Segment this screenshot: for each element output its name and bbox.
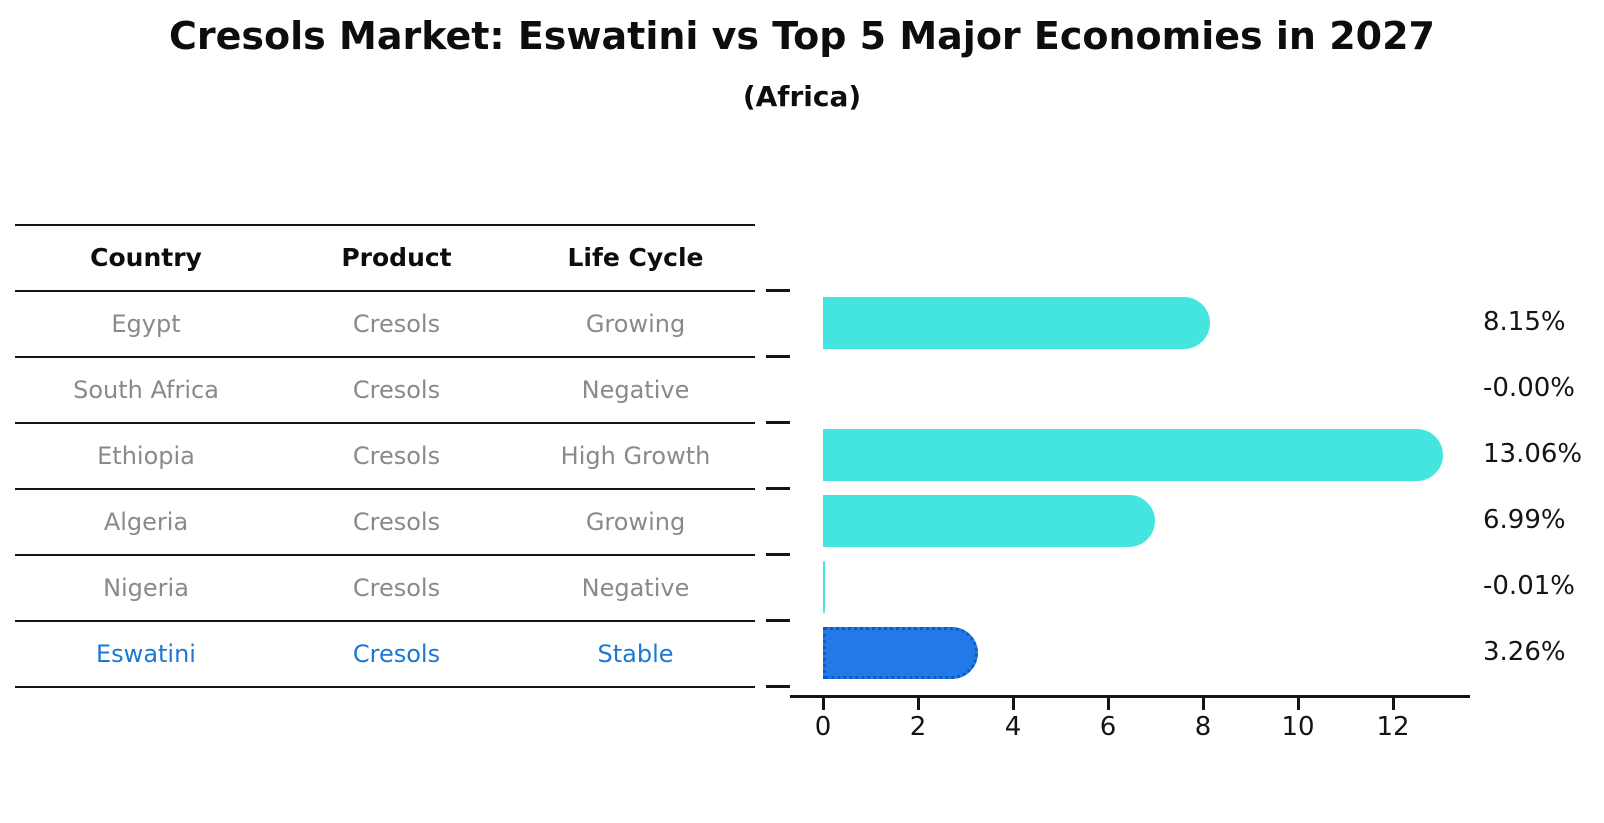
y-tick-3: [766, 487, 790, 490]
value-label-south-africa: -0.00%: [1483, 373, 1575, 403]
cell-product: Cresols: [352, 375, 441, 404]
cell-product: Cresols: [352, 309, 441, 338]
table-body: Egypt Cresols Growing South Africa Cresols Ne…: [15, 292, 755, 688]
y-tick-5: [766, 619, 790, 622]
y-tick-0: [766, 289, 790, 292]
cell-life-cycle: Negative: [581, 573, 690, 602]
cell-country: Eswatini: [96, 639, 196, 668]
bar-algeria: [823, 495, 1156, 547]
x-tick-8: [1202, 698, 1205, 710]
y-tick-6: [766, 685, 790, 688]
cell-country: Egypt: [111, 309, 181, 338]
x-tick-label-2: 2: [909, 712, 927, 742]
x-tick-4: [1012, 698, 1015, 710]
cell-life-cycle: High Growth: [560, 441, 711, 470]
table-row-ethiopia: Ethiopia Cresols High Growth: [15, 424, 755, 490]
cell-country: Algeria: [103, 507, 189, 536]
x-tick-label-10: 10: [1281, 712, 1315, 742]
cell-country: Nigeria: [103, 573, 189, 602]
value-label-egypt: 8.15%: [1483, 307, 1566, 337]
table-row-algeria: Algeria Cresols Growing: [15, 490, 755, 556]
table-row-eswatini: Eswatini Cresols Stable: [15, 622, 755, 688]
cell-product: Cresols: [352, 441, 441, 470]
x-axis-line: [790, 695, 1470, 698]
x-tick-0: [822, 698, 825, 710]
chart-title: Cresols Market: Eswatini vs Top 5 Major …: [169, 14, 1435, 58]
y-tick-2: [766, 421, 790, 424]
table-row-nigeria: Nigeria Cresols Negative: [15, 556, 755, 622]
x-tick-label-8: 8: [1194, 712, 1212, 742]
value-label-nigeria: -0.01%: [1483, 571, 1575, 601]
summary-table: Country Product Life Cycle Egypt Cresols G…: [15, 224, 755, 688]
bar-nigeria: [823, 561, 825, 613]
x-tick-label-4: 4: [1004, 712, 1022, 742]
cell-life-cycle: Negative: [581, 375, 690, 404]
table-row-south-africa: South Africa Cresols Negative: [15, 358, 755, 424]
header-cell-country: Country: [90, 243, 202, 273]
x-tick-12: [1392, 698, 1395, 710]
x-tick-6: [1107, 698, 1110, 710]
chart-subtitle: (Africa): [742, 80, 862, 113]
cell-life-cycle: Growing: [585, 309, 686, 338]
cell-country: Ethiopia: [97, 441, 195, 470]
bar-eswatini: [823, 627, 978, 679]
y-tick-1: [766, 355, 790, 358]
cell-product: Cresols: [352, 639, 441, 668]
cell-country: South Africa: [73, 375, 219, 404]
x-tick-label-6: 6: [1099, 712, 1117, 742]
value-label-algeria: 6.99%: [1483, 505, 1566, 535]
cell-product: Cresols: [352, 573, 441, 602]
x-tick-label-12: 12: [1376, 712, 1410, 742]
bar-ethiopia: [823, 429, 1444, 481]
bar-egypt: [823, 297, 1211, 349]
x-tick-10: [1297, 698, 1300, 710]
cell-life-cycle: Stable: [597, 639, 674, 668]
table-header-row: Country Product Life Cycle: [15, 226, 755, 292]
value-label-ethiopia: 13.06%: [1483, 439, 1583, 469]
value-label-eswatini: 3.26%: [1483, 637, 1566, 667]
header-cell-product: Product: [341, 243, 452, 273]
cell-product: Cresols: [352, 507, 441, 536]
table-row-egypt: Egypt Cresols Growing: [15, 292, 755, 358]
y-tick-4: [766, 553, 790, 556]
x-tick-2: [917, 698, 920, 710]
header-cell-life-cycle: Life Cycle: [567, 243, 704, 273]
x-tick-label-0: 0: [814, 712, 832, 742]
cell-life-cycle: Growing: [585, 507, 686, 536]
